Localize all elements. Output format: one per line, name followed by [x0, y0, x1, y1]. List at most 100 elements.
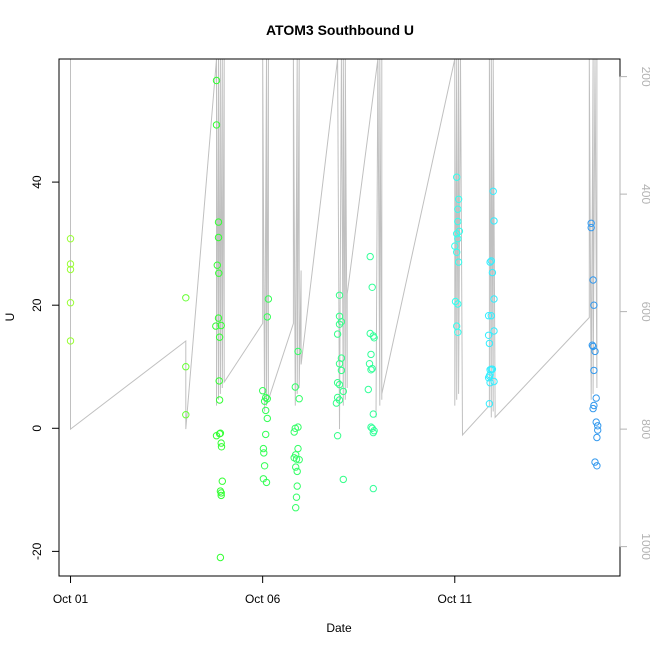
data-point [454, 217, 462, 226]
y-tick-label: 40 [30, 175, 44, 189]
data-point [488, 268, 497, 277]
data-point [335, 360, 344, 368]
data-point [263, 313, 271, 321]
data-point [212, 76, 221, 85]
data-point [215, 333, 224, 341]
y2-tick-label: 1000 [639, 533, 650, 560]
data-point [213, 261, 222, 269]
data-point [590, 366, 598, 375]
data-point [487, 312, 495, 320]
data-point [364, 385, 372, 394]
y2-axis: 200 400 600 800 1000 [619, 67, 650, 560]
data-point [369, 428, 377, 437]
data-point [368, 424, 376, 432]
data-point [490, 327, 498, 335]
data-point [489, 187, 497, 196]
data-point [292, 455, 301, 463]
y2-tick-label: 600 [639, 302, 650, 322]
data-point [454, 195, 463, 204]
data-point [295, 395, 303, 403]
depth-track-line [70, 58, 598, 437]
data-point [66, 235, 75, 243]
data-point [332, 399, 341, 407]
data-point [292, 504, 300, 512]
data-point [490, 377, 498, 386]
data-point [454, 205, 462, 213]
data-point [588, 341, 596, 349]
chart-title: ATOM3 Southbound U [266, 22, 414, 38]
track-layer [70, 58, 598, 437]
data-point [451, 297, 460, 306]
data-point [589, 342, 597, 351]
data-point [587, 223, 595, 232]
y-tick-label: 0 [30, 425, 44, 432]
data-point [490, 217, 498, 225]
data-point [290, 428, 298, 436]
data-point [339, 387, 347, 396]
data-point [453, 248, 461, 257]
data-point [260, 462, 269, 470]
y2-tick-label: 400 [639, 184, 650, 204]
data-point [593, 433, 601, 442]
data-point [368, 364, 376, 373]
data-point [291, 383, 299, 391]
data-point [66, 299, 75, 307]
data-point [259, 444, 268, 453]
data-point [369, 410, 377, 418]
data-point [215, 430, 224, 438]
data-point [335, 320, 344, 328]
data-point [333, 432, 342, 440]
data-point [294, 444, 302, 453]
points-layer [66, 76, 602, 562]
data-point [216, 429, 225, 437]
data-point [485, 400, 494, 408]
y2-tick-label: 800 [639, 419, 650, 439]
y2-tick-label: 200 [639, 67, 650, 87]
data-point [214, 233, 223, 242]
y-tick-label: -20 [30, 542, 44, 560]
data-point [486, 379, 494, 387]
data-point [590, 301, 598, 309]
data-point [292, 493, 301, 501]
data-point [591, 458, 599, 466]
data-point [589, 404, 597, 413]
data-point [215, 269, 223, 277]
x-tick-label: Oct 11 [438, 592, 473, 606]
data-point [366, 252, 374, 261]
data-point [294, 423, 302, 431]
data-point [592, 394, 600, 402]
data-point [66, 260, 75, 268]
data-point [335, 380, 344, 389]
data-point [454, 235, 462, 243]
data-point [292, 463, 300, 471]
data-point [453, 230, 461, 238]
data-point [262, 406, 270, 415]
data-point [217, 443, 226, 451]
data-point [217, 491, 225, 500]
data-point [484, 312, 493, 320]
data-point [218, 477, 227, 485]
data-point [212, 322, 220, 330]
data-point [217, 439, 225, 447]
data-point [593, 462, 601, 470]
data-point [594, 426, 602, 434]
x-axis: Oct 01 Oct 06 Oct 11 [53, 575, 473, 606]
data-point [259, 387, 267, 395]
data-point [454, 328, 462, 336]
data-point [590, 401, 598, 410]
data-point [262, 478, 271, 487]
data-point [454, 258, 463, 266]
x-tick-label: Oct 06 [245, 592, 281, 606]
data-point [295, 456, 303, 464]
data-point [260, 449, 268, 457]
data-point [182, 294, 190, 302]
data-point [262, 393, 270, 402]
data-point [367, 366, 375, 374]
y-axis-label: U [3, 313, 17, 322]
plot-frame [58, 58, 621, 577]
data-point [592, 418, 600, 426]
data-point [215, 377, 223, 385]
data-point [587, 219, 595, 228]
data-point [486, 258, 494, 266]
